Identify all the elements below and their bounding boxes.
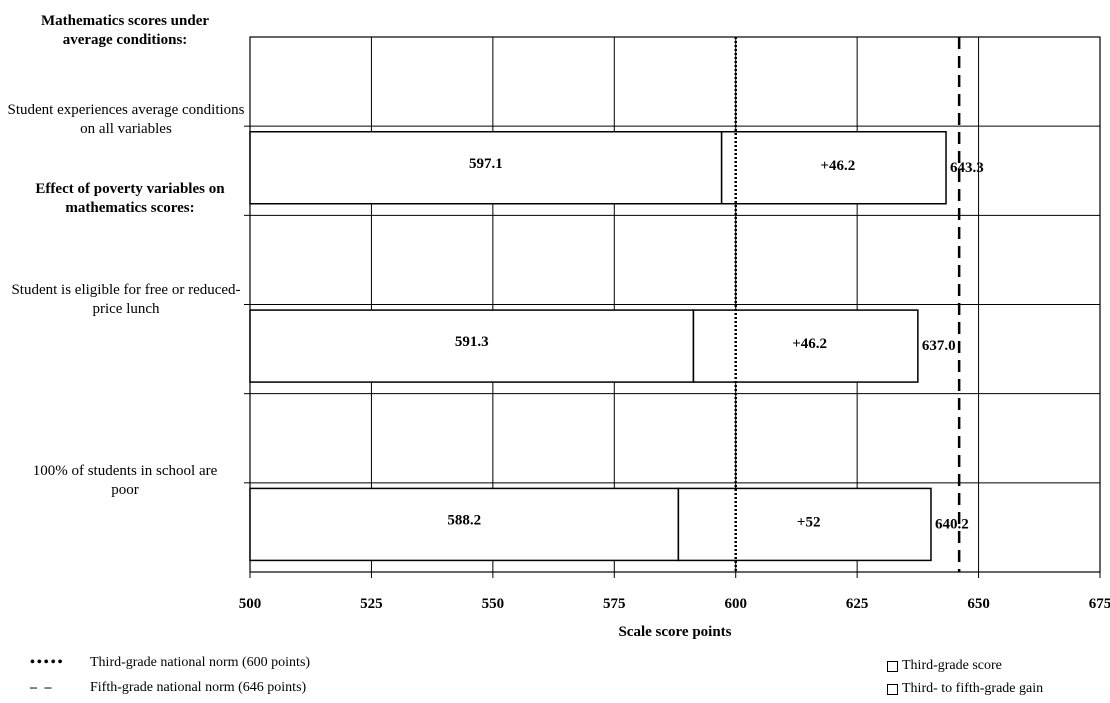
data-label-gain: +46.2 xyxy=(820,158,855,174)
bar-gain xyxy=(720,131,947,205)
data-label-gain: +46.2 xyxy=(792,336,827,352)
data-label-total: 640.2 xyxy=(935,516,969,532)
bar-gain xyxy=(692,309,919,383)
data-label-third-grade: 597.1 xyxy=(469,156,503,172)
bar-third-grade xyxy=(249,487,680,562)
data-label-third-grade: 591.3 xyxy=(455,334,489,350)
legend-label: Fifth-grade national norm (646 points) xyxy=(90,680,307,695)
legend-gain: Third- to fifth-grade gain xyxy=(887,681,1043,697)
tick-label-x: 675 xyxy=(1089,596,1110,612)
tick-label-x: 525 xyxy=(360,596,383,612)
data-label-total: 637.0 xyxy=(922,338,956,354)
bar-gain xyxy=(677,487,932,562)
square-swatch-icon xyxy=(887,683,898,695)
tick-label-x: 625 xyxy=(846,596,869,612)
category-heading-poverty: Effect of poverty variables on mathemati… xyxy=(35,181,225,216)
legend-label: Third- to fifth-grade gain xyxy=(902,681,1044,696)
tick-label-x: 550 xyxy=(482,596,505,612)
tick-label-x: 600 xyxy=(724,596,747,612)
x-axis-title: Scale score points xyxy=(618,624,731,640)
bar-third-grade xyxy=(249,131,723,205)
legend-third-grade-score: Third-grade score xyxy=(887,658,1002,674)
dotted-line-icon: ••••• xyxy=(30,655,65,670)
data-label-total: 643.3 xyxy=(950,160,984,176)
tick-label-x: 650 xyxy=(967,596,990,612)
category-label-poor-school: 100% of students in school are poor xyxy=(32,463,218,498)
tick-label-x: 500 xyxy=(239,596,262,612)
category-label-average-conditions: Student experiences average conditions o… xyxy=(7,102,245,137)
square-swatch-icon xyxy=(887,660,898,672)
legend-third-grade-norm: ••••• Third-grade national norm (600 poi… xyxy=(30,655,310,671)
category-label-free-lunch: Student is eligible for free or reduced-… xyxy=(11,282,241,317)
dashed-line-icon: – – xyxy=(30,680,54,695)
bar-third-grade xyxy=(249,309,695,383)
legend-fifth-grade-norm: – – Fifth-grade national norm (646 point… xyxy=(30,680,306,696)
tick-label-x: 575 xyxy=(603,596,626,612)
data-label-gain: +52 xyxy=(797,514,821,530)
category-heading-average: Mathematics scores under average conditi… xyxy=(40,13,210,48)
legend-label: Third-grade score xyxy=(902,658,1002,673)
data-label-third-grade: 588.2 xyxy=(447,512,481,528)
legend-label: Third-grade national norm (600 points) xyxy=(90,655,311,670)
